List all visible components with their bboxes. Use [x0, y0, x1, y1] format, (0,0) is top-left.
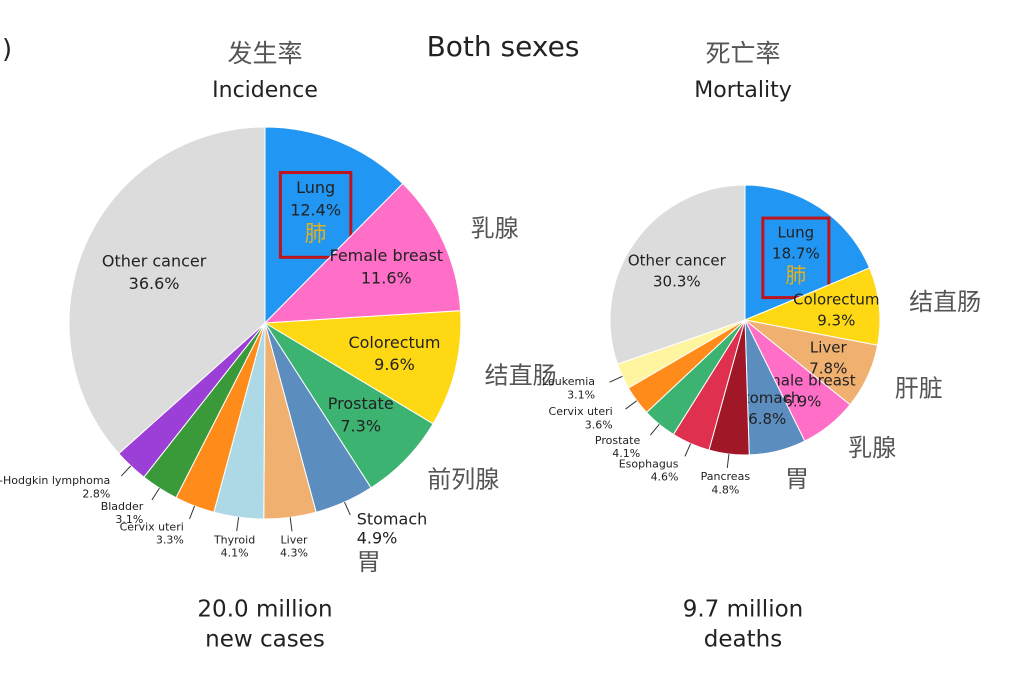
- pie-slice: [263, 182, 462, 324]
- value-label: 11.6%: [361, 268, 412, 287]
- zh-label: 胃: [357, 548, 381, 576]
- value-label: 3.6%: [585, 418, 613, 431]
- slice-label: Other cancer: [102, 252, 207, 271]
- leader-line: [151, 487, 160, 501]
- zh-label: 乳腺: [848, 434, 896, 462]
- value-label: 9.6%: [374, 355, 415, 374]
- value-label: 6.8%: [748, 410, 786, 428]
- leader-line: [120, 465, 132, 477]
- slice-label: Other cancer: [628, 251, 727, 269]
- zh-label: 肝脏: [895, 374, 943, 402]
- leader-line: [649, 423, 660, 436]
- slice-label: Pancreas: [701, 470, 751, 483]
- leader-line: [625, 400, 638, 410]
- value-label: 7.3%: [340, 416, 381, 435]
- value-label: 4.9%: [357, 529, 398, 548]
- leader-line: [189, 505, 196, 520]
- slice-label: Cervix uteri: [120, 520, 184, 533]
- value-label: 3.1%: [567, 388, 595, 401]
- value-label: 12.4%: [290, 200, 341, 219]
- panel-fragment: ): [2, 35, 12, 65]
- slice-label: Female breast: [330, 246, 444, 265]
- caption: deaths: [704, 627, 782, 653]
- slice-label: Bladder: [101, 500, 144, 513]
- chart-title-zh: 死亡率: [705, 39, 780, 68]
- zh-label: 胃: [785, 465, 809, 493]
- value-label: 6.9%: [783, 393, 821, 411]
- value-label: 4.1%: [221, 547, 249, 560]
- slice-label: Colorectum: [793, 290, 879, 308]
- slice-label: Liver: [810, 339, 848, 357]
- slice-label: Thyroid: [213, 533, 255, 546]
- chart-title: Incidence: [212, 78, 318, 103]
- value-label: 30.3%: [653, 272, 701, 290]
- slice-label: Lung: [296, 178, 335, 197]
- leader-line: [236, 517, 240, 532]
- zh-label: 肺: [785, 264, 806, 288]
- value-label: 18.7%: [772, 245, 820, 263]
- value-label: 2.8%: [82, 487, 110, 500]
- zh-label: 结直肠: [909, 288, 981, 316]
- pie-slice: [264, 126, 404, 325]
- value-label: 3.3%: [156, 534, 184, 547]
- slice-label: Leukemia: [542, 375, 595, 388]
- highlight-box: [761, 216, 831, 300]
- caption: 9.7 million: [683, 597, 804, 623]
- value-label: 3.1%: [115, 513, 143, 526]
- leader-line: [726, 453, 730, 468]
- slice-label: Colorectum: [348, 333, 440, 352]
- leader-line: [344, 501, 351, 516]
- value-label: 4.3%: [280, 547, 308, 560]
- slice-label: Cervix uteri: [549, 405, 613, 418]
- value-label: 7.8%: [809, 360, 847, 378]
- value-label: 4.6%: [651, 471, 679, 484]
- slice-label: Liver: [281, 534, 308, 547]
- chart-title: Mortality: [694, 78, 791, 103]
- slice-label: Stomach: [357, 509, 428, 528]
- caption: 20.0 million: [197, 597, 332, 623]
- zh-label: 肺: [305, 222, 327, 247]
- zh-label: 前列腺: [427, 465, 499, 493]
- caption: new cases: [205, 627, 325, 653]
- slice-label: Prostate: [328, 394, 394, 413]
- pie-slice: [68, 126, 266, 455]
- value-label: 36.6%: [129, 274, 180, 293]
- slice-label: Stomach: [734, 389, 800, 407]
- slice-label: Prostate: [595, 434, 641, 447]
- leader-line: [609, 375, 623, 383]
- figure-title: Both sexes: [427, 30, 580, 63]
- highlight-box: [278, 171, 353, 259]
- chart-title-zh: 发生率: [227, 39, 302, 68]
- leader-line: [289, 517, 293, 532]
- zh-label: 结直肠: [485, 361, 557, 389]
- slice-label: Esophagus: [619, 457, 679, 470]
- slice-label: Non-Hodgkin lymphoma: [0, 474, 110, 487]
- value-label: 4.8%: [711, 483, 739, 496]
- slice-label: Lung: [778, 224, 815, 242]
- value-label: 4.1%: [612, 447, 640, 460]
- zh-label: 乳腺: [471, 214, 519, 242]
- leader-line: [684, 443, 692, 457]
- value-label: 9.3%: [817, 311, 855, 329]
- pie-slice: [609, 184, 746, 365]
- pie-slice: [263, 310, 462, 425]
